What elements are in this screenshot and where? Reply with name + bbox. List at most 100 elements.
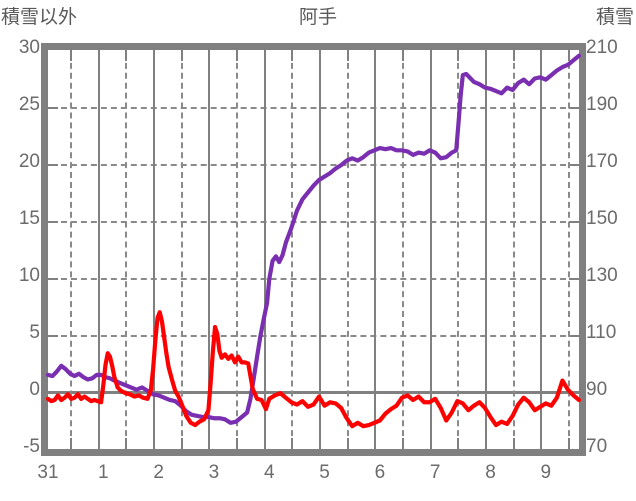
x-tickmark-top (125, 50, 128, 61)
y2-tick-label: 190 (586, 94, 618, 115)
y2-tickmark (569, 335, 579, 337)
y2-tick-label: 130 (586, 265, 618, 286)
zero-line (41, 391, 586, 394)
x-tickmark-bottom (567, 438, 570, 449)
y2-tick-label: 150 (586, 208, 618, 229)
x-tickmark-bottom (263, 438, 266, 449)
x-tickmark-top (457, 50, 460, 61)
v-gridline-halfday (512, 43, 515, 456)
left-axis-title: 積雪以外 (1, 7, 78, 28)
x-tickmark-top (512, 50, 515, 61)
x-tickmark-bottom (512, 438, 515, 449)
x-tickmark-bottom (540, 438, 543, 449)
v-gridline-day (429, 43, 432, 456)
v-gridline-day (484, 43, 487, 456)
plot-frame-right (579, 43, 586, 456)
x-tickmark-top (291, 50, 294, 61)
v-gridline-halfday (236, 43, 239, 456)
v-gridline-halfday (291, 43, 294, 456)
y2-tick-label: 210 (586, 37, 618, 58)
x-tickmark-top (429, 50, 432, 61)
x-tickmark-bottom (346, 438, 349, 449)
x-tickmark-top (374, 50, 377, 61)
x-tickmark-top (208, 50, 211, 61)
plot-frame-left (41, 43, 48, 456)
x-tickmark-top (70, 50, 73, 61)
v-gridline-day (374, 43, 377, 456)
x-tickmark-bottom (374, 438, 377, 449)
x-tickmark-bottom (429, 438, 432, 449)
x-tick-label: 1 (98, 462, 109, 483)
x-tick-label: 8 (485, 462, 496, 483)
series-line-snow (45, 53, 582, 425)
x-tickmark-bottom (402, 438, 404, 449)
series-line-other (45, 310, 582, 429)
y-tickmark (48, 335, 58, 337)
y-tickmark (48, 278, 58, 280)
x-tickmark-top (263, 50, 266, 61)
y-tick-label: 5 (29, 322, 40, 343)
v-gridline-halfday (457, 43, 460, 456)
x-tickmark-top (180, 50, 183, 61)
y-tickmark (48, 221, 58, 223)
x-tickmark-bottom (236, 438, 239, 449)
v-gridline-day (263, 43, 266, 456)
v-gridline-halfday (180, 43, 183, 456)
y-tick-label: 20 (18, 151, 40, 172)
y-tickmark (48, 107, 58, 109)
y-tickmark (48, 164, 58, 166)
v-gridline-halfday (346, 43, 349, 456)
h-gridline (41, 278, 586, 280)
x-tick-label: 3 (208, 462, 220, 483)
y2-tick-label: 90 (586, 379, 608, 400)
v-gridline-halfday (567, 43, 570, 456)
y-tick-label: 10 (18, 265, 40, 286)
x-tickmark-bottom (180, 438, 183, 449)
x-tickmark-top (346, 50, 349, 61)
x-tickmark-top (153, 50, 156, 61)
y2-tickmark (569, 107, 579, 109)
x-tickmark-bottom (153, 438, 156, 449)
v-gridline-day (540, 43, 543, 456)
x-tick-label: 9 (540, 462, 552, 483)
x-tickmark-bottom (291, 438, 294, 449)
v-gridline-day (97, 43, 100, 456)
y2-tickmark (569, 164, 579, 166)
h-gridline (41, 335, 586, 337)
chart-title: 阿手 (298, 7, 337, 28)
v-gridline-day (208, 43, 211, 456)
x-tick-label: 4 (263, 462, 275, 483)
plot-frame-top (41, 43, 586, 50)
y-tick-label: 25 (18, 94, 40, 115)
right-axis-title: 積雪 (595, 7, 634, 28)
v-gridline-halfday (125, 43, 128, 456)
y-tick-label: 30 (18, 37, 40, 58)
y2-tick-label: 70 (586, 436, 608, 457)
h-gridline (41, 221, 586, 223)
y-tick-label: 15 (18, 208, 40, 229)
y2-tick-label: 110 (586, 322, 617, 343)
x-tick-label: 7 (429, 462, 441, 483)
x-tickmark-top (236, 50, 239, 61)
y2-tick-label: 170 (586, 151, 618, 172)
x-tickmark-bottom (125, 438, 128, 449)
x-tickmark-bottom (457, 438, 460, 449)
x-tick-label: 5 (319, 462, 330, 483)
x-tickmark-bottom (70, 438, 73, 449)
x-tickmark-top (540, 50, 543, 61)
y-tick-label: 0 (29, 379, 40, 400)
x-tick-label: 6 (374, 462, 386, 483)
x-tickmark-top (402, 50, 404, 61)
h-gridline (41, 164, 586, 166)
x-tickmark-top (484, 50, 487, 61)
x-tick-label: 31 (37, 462, 59, 483)
x-tickmark-top (97, 50, 100, 61)
v-gridline-halfday (402, 43, 404, 456)
x-tickmark-bottom (97, 438, 100, 449)
v-gridline-day (153, 43, 156, 456)
v-gridline-day (319, 43, 322, 456)
x-tick-label: 2 (153, 462, 164, 483)
y-tick-label: -5 (23, 436, 40, 457)
